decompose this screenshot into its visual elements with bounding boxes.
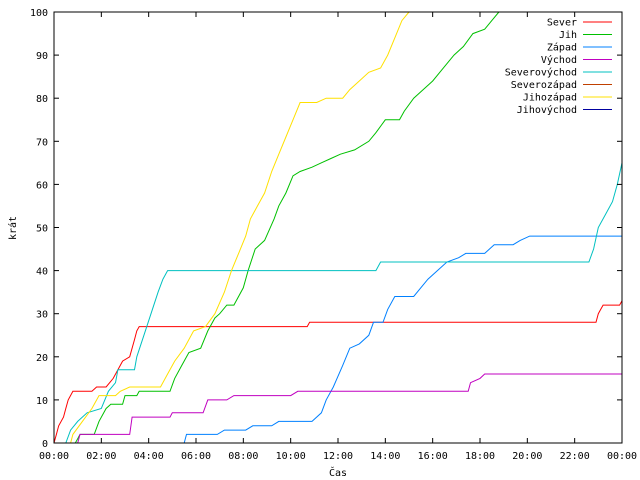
x-tick-label: 10:00	[276, 451, 306, 462]
legend-label: Východ	[541, 54, 577, 66]
series-line-2	[54, 235, 622, 444]
series-line-0	[53, 300, 623, 444]
x-axis-label: Čas	[329, 466, 347, 479]
y-tick-label: 20	[36, 353, 48, 364]
y-tick-label: 100	[30, 8, 48, 19]
legend-label: Severozápad	[511, 79, 577, 91]
y-tick-label: 70	[36, 137, 48, 148]
y-tick-label: 40	[36, 267, 48, 278]
x-tick-label: 18:00	[465, 451, 495, 462]
y-tick-label: 0	[42, 439, 48, 450]
series-line-6	[54, 11, 410, 444]
x-tick-label: 20:00	[512, 451, 542, 462]
y-tick-label: 60	[36, 180, 48, 191]
x-tick-label: 16:00	[418, 451, 448, 462]
series-layer	[53, 11, 623, 444]
series-line-4	[54, 162, 623, 444]
series-line-3	[54, 373, 622, 444]
y-axis-label: krát	[7, 216, 19, 240]
legend-label: Severovýchod	[505, 67, 577, 79]
legend: SeverJihZápadVýchodSeverovýchodSeverozáp…	[505, 18, 612, 116]
x-tick-label: 12:00	[323, 451, 353, 462]
y-tick-label: 30	[36, 310, 48, 321]
x-tick-label: 04:00	[134, 451, 164, 462]
x-tick-label: 06:00	[181, 451, 211, 462]
y-tick-label: 50	[36, 224, 48, 235]
x-tick-label: 00:00	[607, 451, 637, 462]
y-tick-label: 90	[36, 51, 48, 62]
y-tick-label: 10	[36, 396, 48, 407]
series-line-1	[54, 11, 500, 444]
x-tick-label: 14:00	[370, 451, 400, 462]
x-tick-label: 02:00	[86, 451, 116, 462]
legend-label: Jih	[559, 30, 577, 41]
axes-layer: 0 10 20 30 40 50 60 70 80 90 100 00:00 02:00 04:00 06:…	[30, 8, 637, 462]
legend-label: Jihovýchod	[517, 104, 577, 116]
x-tick-label: 22:00	[560, 451, 590, 462]
legend-label: Západ	[547, 42, 577, 54]
legend-label: Sever	[547, 18, 577, 29]
legend-label: Jihozápad	[523, 92, 577, 104]
x-tick-label: 08:00	[228, 451, 258, 462]
x-tick-label: 00:00	[39, 451, 69, 462]
y-tick-label: 80	[36, 94, 48, 105]
